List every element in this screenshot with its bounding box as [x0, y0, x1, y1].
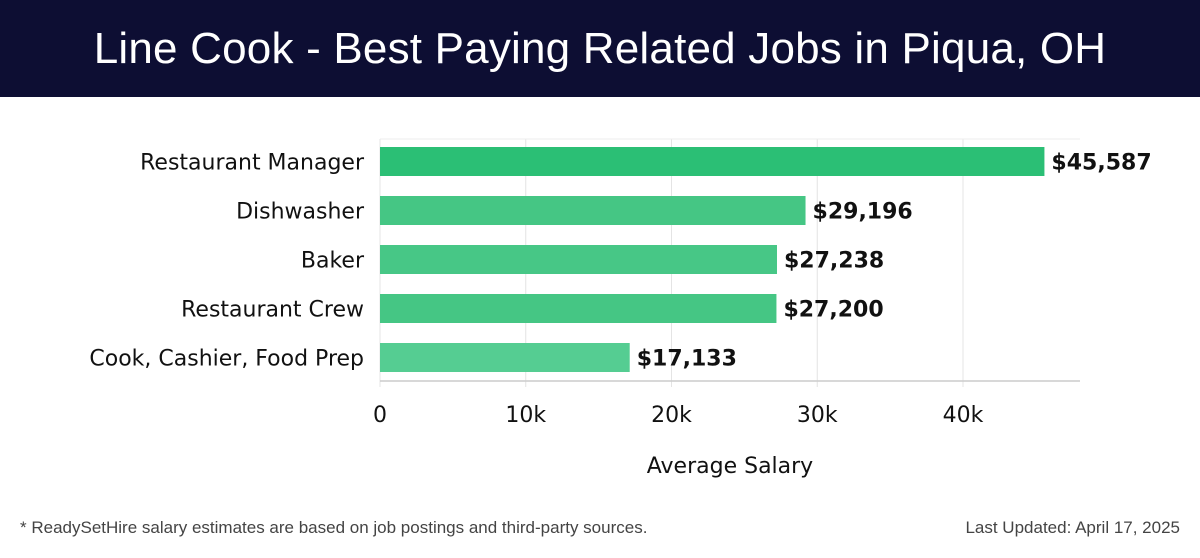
category-label: Restaurant Manager: [140, 151, 365, 176]
value-label: $27,238: [784, 249, 884, 274]
bar: [380, 196, 806, 225]
category-label: Cook, Cashier, Food Prep: [89, 347, 364, 372]
bar: [380, 294, 777, 323]
value-label: $45,587: [1051, 151, 1151, 176]
x-tick-label: 0: [373, 403, 387, 428]
value-label: $27,200: [783, 298, 883, 323]
bar: [380, 343, 630, 372]
category-label: Restaurant Crew: [181, 298, 364, 323]
value-label: $17,133: [637, 347, 737, 372]
footnote: * ReadySetHire salary estimates are base…: [20, 518, 648, 537]
x-tick-label: 20k: [651, 403, 692, 428]
page-title: Line Cook - Best Paying Related Jobs in …: [93, 23, 1107, 73]
category-label: Dishwasher: [236, 200, 365, 225]
bars: [380, 147, 1045, 372]
bar: [380, 245, 777, 274]
category-label: Baker: [301, 249, 365, 274]
x-tick-label: 40k: [943, 403, 984, 428]
title-banner: Line Cook - Best Paying Related Jobs in …: [0, 0, 1200, 97]
bar: [380, 147, 1045, 176]
labels: 0 10k 20k 30k 40k Restaurant Manager $45,587 Di…: [89, 151, 1151, 429]
x-axis-title: Average Salary: [647, 454, 813, 479]
x-tick-label: 10k: [505, 403, 546, 428]
last-updated: Last Updated: April 17, 2025: [965, 518, 1180, 537]
x-tick-label: 30k: [797, 403, 838, 428]
salary-bar-chart: 0 10k 20k 30k 40k Restaurant Manager $45,587 Di…: [89, 138, 1152, 479]
value-label: $29,196: [813, 200, 913, 225]
